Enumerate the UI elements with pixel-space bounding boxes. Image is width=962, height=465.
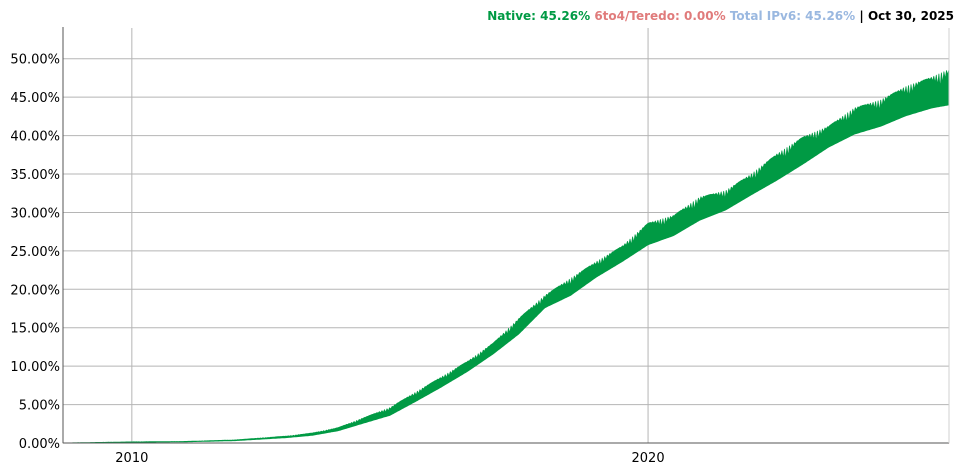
- y-tick-label: 15.00%: [10, 322, 60, 337]
- y-tick-label: 20.00%: [10, 283, 60, 298]
- chart-legend: Native: 45.26% 6to4/Teredo: 0.00% Total …: [487, 9, 954, 23]
- tick-labels: 0.00% 5.00% 10.00% 15.00% 20.00% 25.00% 30.00%…: [10, 53, 664, 465]
- legend-6to4-teredo: 6to4/Teredo: 0.00%: [594, 9, 726, 23]
- y-tick-label: 50.00%: [10, 53, 60, 68]
- axes: [62, 27, 950, 444]
- legend-separator: |: [859, 9, 864, 23]
- y-tick-label: 10.00%: [10, 360, 60, 375]
- x-tick-label: 2010: [115, 451, 148, 465]
- grid: [63, 28, 949, 443]
- y-tick-label: 5.00%: [19, 399, 60, 414]
- series-layer: [62, 69, 950, 444]
- legend-native: Native: 45.26%: [487, 9, 591, 23]
- legend-date: Oct 30, 2025: [867, 9, 954, 23]
- legend-total-ipv6: Total IPv6: 45.26%: [729, 9, 856, 23]
- y-tick-label: 25.00%: [10, 245, 60, 260]
- y-tick-label: 40.00%: [10, 130, 60, 145]
- series-native: [62, 69, 950, 444]
- y-tick-label: 45.00%: [10, 91, 60, 106]
- y-tick-label: 35.00%: [10, 168, 60, 183]
- x-tick-label: 2020: [632, 451, 665, 465]
- y-tick-label: 0.00%: [19, 437, 60, 452]
- y-tick-label: 30.00%: [10, 206, 60, 221]
